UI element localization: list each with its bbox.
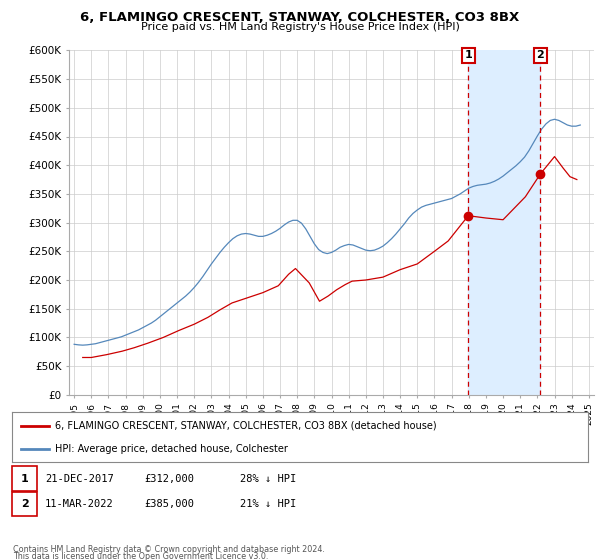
Text: 2: 2 (536, 50, 544, 60)
Text: 6, FLAMINGO CRESCENT, STANWAY, COLCHESTER, CO3 8BX: 6, FLAMINGO CRESCENT, STANWAY, COLCHESTE… (80, 11, 520, 24)
Text: This data is licensed under the Open Government Licence v3.0.: This data is licensed under the Open Gov… (13, 552, 269, 560)
Text: 1: 1 (21, 474, 28, 484)
Text: £385,000: £385,000 (144, 499, 194, 509)
Text: Price paid vs. HM Land Registry's House Price Index (HPI): Price paid vs. HM Land Registry's House … (140, 22, 460, 32)
Text: 11-MAR-2022: 11-MAR-2022 (45, 499, 114, 509)
Text: £312,000: £312,000 (144, 474, 194, 484)
Bar (468, 50, 541, 395)
Text: 28% ↓ HPI: 28% ↓ HPI (240, 474, 296, 484)
Text: 2: 2 (21, 499, 28, 509)
Text: 6, FLAMINGO CRESCENT, STANWAY, COLCHESTER, CO3 8BX (detached house): 6, FLAMINGO CRESCENT, STANWAY, COLCHESTE… (55, 421, 437, 431)
Text: 21-DEC-2017: 21-DEC-2017 (45, 474, 114, 484)
Text: 21% ↓ HPI: 21% ↓ HPI (240, 499, 296, 509)
Text: Contains HM Land Registry data © Crown copyright and database right 2024.: Contains HM Land Registry data © Crown c… (13, 545, 325, 554)
Text: HPI: Average price, detached house, Colchester: HPI: Average price, detached house, Colc… (55, 445, 288, 454)
Text: 1: 1 (464, 50, 472, 60)
